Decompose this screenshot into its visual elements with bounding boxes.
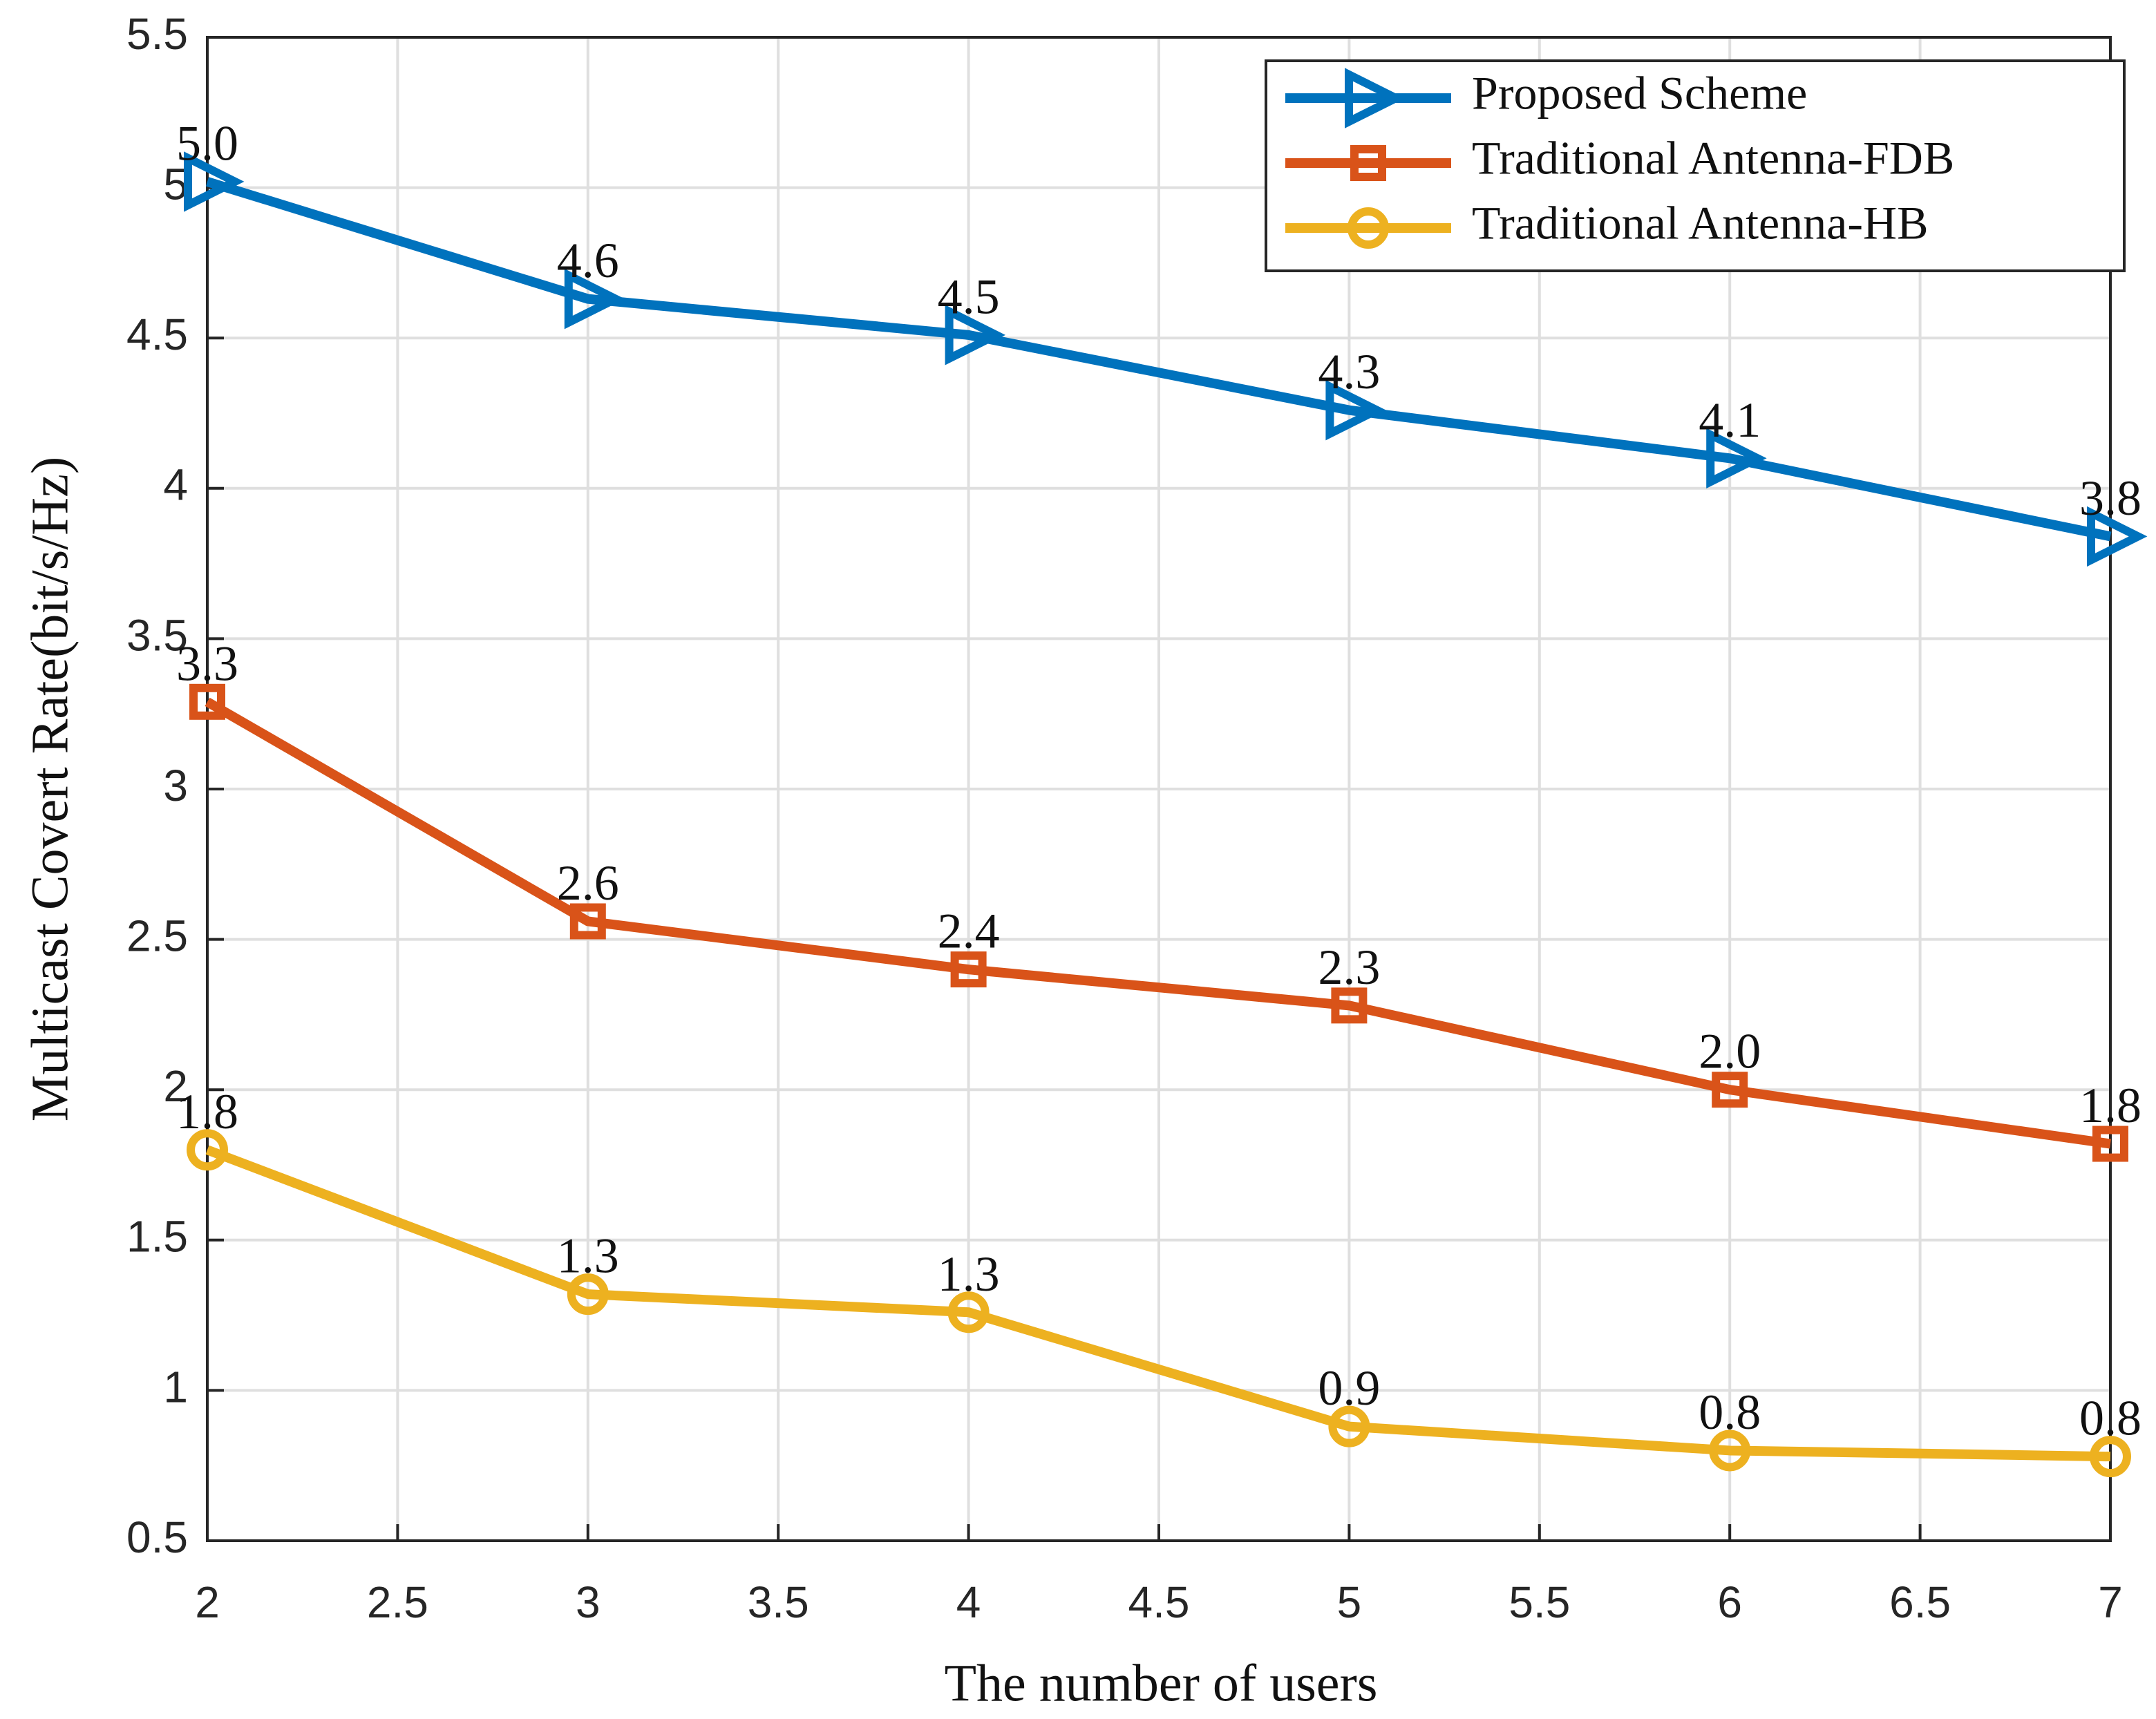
data-label: 4.5 <box>938 269 1000 324</box>
y-axis-label: Multicast Covert Rate(bit/s/Hz) <box>21 457 79 1121</box>
x-tick-label: 5.5 <box>1509 1577 1570 1627</box>
marker <box>945 305 1006 365</box>
marker <box>2092 1126 2128 1162</box>
data-label: 4.1 <box>1699 392 1761 448</box>
data-label: 1.3 <box>938 1246 1000 1302</box>
y-tick-label: 1.5 <box>126 1212 188 1262</box>
marker <box>564 268 625 330</box>
y-tick-label: 5.5 <box>126 9 188 59</box>
legend-marker <box>1345 68 1406 129</box>
series-line <box>205 697 2111 1149</box>
marker <box>2087 506 2148 567</box>
legend-label: Traditional Antenna-FDB <box>1472 132 1954 184</box>
y-tick-label: 3.5 <box>126 610 188 660</box>
marker <box>2090 1436 2131 1478</box>
y-tick-label: 2.5 <box>126 911 188 961</box>
x-tick-label: 3 <box>576 1577 601 1627</box>
x-tick-label: 6 <box>1717 1577 1742 1627</box>
x-tick-label: 4 <box>956 1577 981 1627</box>
x-tick-label: 2.5 <box>367 1577 428 1627</box>
data-label: 0.8 <box>2079 1391 2141 1446</box>
data-label: 3.8 <box>2079 471 2141 526</box>
marker <box>950 951 987 988</box>
legend: Proposed Scheme Traditional Antenna-FDB Tr… <box>1265 59 2126 272</box>
data-label: 1.8 <box>2079 1078 2141 1133</box>
marker <box>1331 987 1368 1024</box>
marker <box>1325 379 1386 441</box>
y-tick-label: 2 <box>163 1061 188 1111</box>
data-label: 4.3 <box>1318 344 1380 399</box>
data-label: 2.6 <box>557 855 619 911</box>
y-tick-label: 3 <box>163 761 188 810</box>
marker <box>189 683 225 720</box>
y-tick-label: 4 <box>163 460 188 510</box>
data-label: 3.3 <box>176 636 238 691</box>
legend-marker <box>1350 145 1386 181</box>
x-tick-label: 7 <box>2098 1577 2123 1627</box>
x-tick-label: 4.5 <box>1128 1577 1190 1627</box>
marker <box>567 1273 609 1316</box>
marker <box>1328 1405 1370 1447</box>
x-tick-label: 6.5 <box>1889 1577 1951 1627</box>
data-label: 5.0 <box>176 115 238 171</box>
data-label: 2.0 <box>1699 1024 1761 1079</box>
x-tick-label: 5 <box>1337 1577 1362 1627</box>
series-line <box>205 177 2112 542</box>
legend-marker <box>1348 207 1389 249</box>
data-label: 2.3 <box>1318 940 1380 995</box>
data-label: 2.4 <box>938 904 1000 959</box>
data-label: 0.8 <box>1699 1385 1761 1440</box>
data-label: 0.9 <box>1318 1360 1380 1416</box>
y-tick-label: 0.5 <box>126 1512 188 1562</box>
marker <box>184 151 245 212</box>
x-axis-label: The number of users <box>945 1654 1378 1712</box>
marker <box>1712 1072 1748 1108</box>
legend-label: Traditional Antenna-HB <box>1472 197 1928 249</box>
legend-label: Proposed Scheme <box>1472 67 1807 120</box>
y-tick-label: 1 <box>163 1362 188 1412</box>
marker <box>947 1291 990 1333</box>
marker <box>569 903 606 940</box>
marker <box>1709 1430 1751 1472</box>
data-label: 4.6 <box>557 233 619 288</box>
marker <box>1706 428 1767 488</box>
data-label: 1.8 <box>176 1084 238 1139</box>
marker <box>187 1129 228 1171</box>
x-tick-label: 2 <box>195 1577 220 1627</box>
data-label: 1.3 <box>557 1228 619 1284</box>
series-line <box>205 1145 2111 1462</box>
plot-frame <box>206 36 2112 1542</box>
x-tick-label: 3.5 <box>748 1577 809 1627</box>
y-tick-label: 4.5 <box>126 310 188 359</box>
